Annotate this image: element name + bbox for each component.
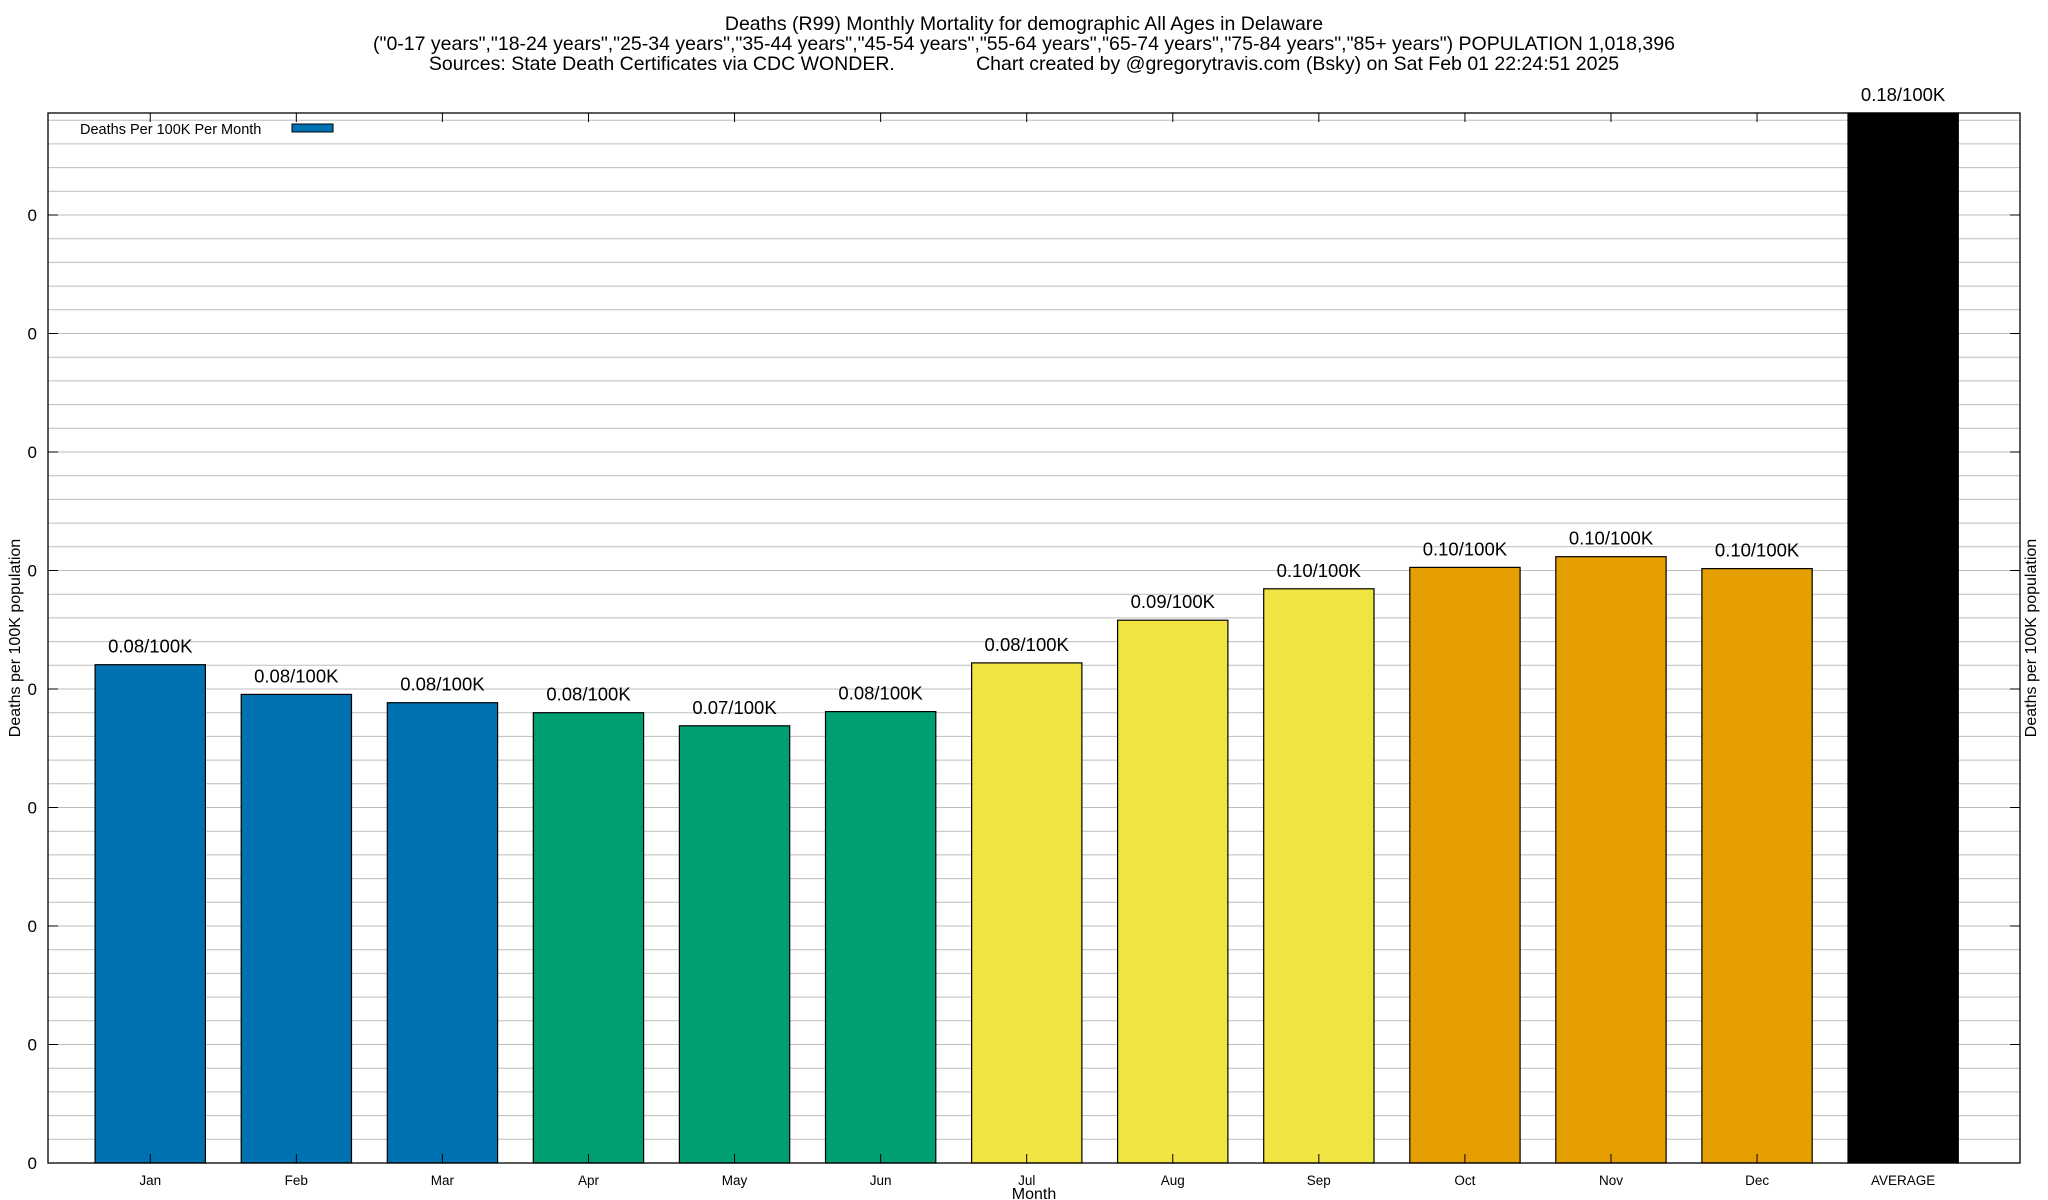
x-tick-label: Jan [139,1173,161,1188]
bar-apr [532,712,645,1164]
x-tick-label: May [722,1173,748,1188]
y-axis-title-left: Deaths per 100K population [7,539,24,737]
legend: Deaths Per 100K Per Month [80,122,334,138]
bar-may [678,725,791,1164]
bar-average [1847,112,1959,1164]
data-label: 0.08/100K [985,634,1070,655]
chart-title-line-1: Deaths (R99) Monthly Mortality for demog… [724,13,1324,35]
data-label: 0.08/100K [254,665,339,686]
bar-oct [1409,566,1521,1164]
y-tick-label: 0 [28,799,37,818]
chart-title-line-2: ("0-17 years","18-24 years","25-34 years… [373,33,1675,55]
legend-label: Deaths Per 100K Per Month [80,122,261,138]
y-tick-label: 0 [28,680,37,699]
data-label: 0.08/100K [108,636,193,657]
x-tick-label: Nov [1599,1173,1623,1188]
data-label: 0.18/100K [1861,84,1946,105]
data-label: 0.10/100K [1277,560,1362,581]
y-axis-title-right: Deaths per 100K population [2023,539,2040,737]
x-axis-title: Month [1012,1186,1056,1200]
data-label: 0.08/100K [400,674,485,695]
y-tick-label: 0 [28,325,37,344]
data-label: 0.08/100K [838,683,923,704]
x-tick-label: Jun [870,1173,892,1188]
x-tick-label: AVERAGE [1871,1173,1935,1188]
bar-sep [1263,588,1375,1164]
x-tick-label: Aug [1161,1173,1185,1188]
axis-ticks: 0 0 0 0 0 0 0 0 0 Jan Feb Mar Apr May Jun Jul Aug Sep Oct N… [28,113,2020,1188]
x-tick-label: Feb [285,1173,308,1188]
y-tick-label: 0 [28,1154,37,1173]
bar-mar [386,702,499,1164]
x-tick-label: Sep [1307,1173,1331,1188]
x-tick-label: Apr [578,1173,600,1188]
x-tick-label: Jul [1018,1173,1035,1188]
data-label: 0.10/100K [1569,528,1654,549]
legend-swatch [291,123,334,133]
data-label: 0.09/100K [1131,591,1216,612]
data-labels: 0.08/100K 0.08/100K 0.08/100K 0.08/100K 0.07… [108,84,1946,718]
chart-title: Deaths (R99) Monthly Mortality for demog… [0,14,2048,74]
data-label: 0.07/100K [692,697,777,718]
y-tick-label: 0 [28,206,37,225]
data-label: 0.10/100K [1715,540,1800,561]
bar-jul [970,662,1083,1164]
data-label: 0.10/100K [1423,538,1508,559]
x-tick-label: Mar [431,1173,455,1188]
plot-frame [47,112,2021,1164]
bar-jan [94,664,207,1164]
bars [94,112,1959,1164]
y-tick-label: 0 [28,562,37,581]
x-tick-label: Dec [1745,1173,1769,1188]
bar-dec [1701,567,1813,1164]
x-tick-label: Oct [1454,1173,1475,1188]
chart-title-line-3: Sources: State Death Certificates via CD… [428,53,1620,75]
bar-jun [824,710,937,1164]
data-label: 0.08/100K [546,684,631,705]
bar-aug [1116,619,1229,1164]
bar-feb [240,693,353,1164]
y-tick-label: 0 [28,1036,37,1055]
bar-nov [1555,556,1667,1164]
y-tick-label: 0 [28,917,37,936]
y-tick-label: 0 [28,443,37,462]
